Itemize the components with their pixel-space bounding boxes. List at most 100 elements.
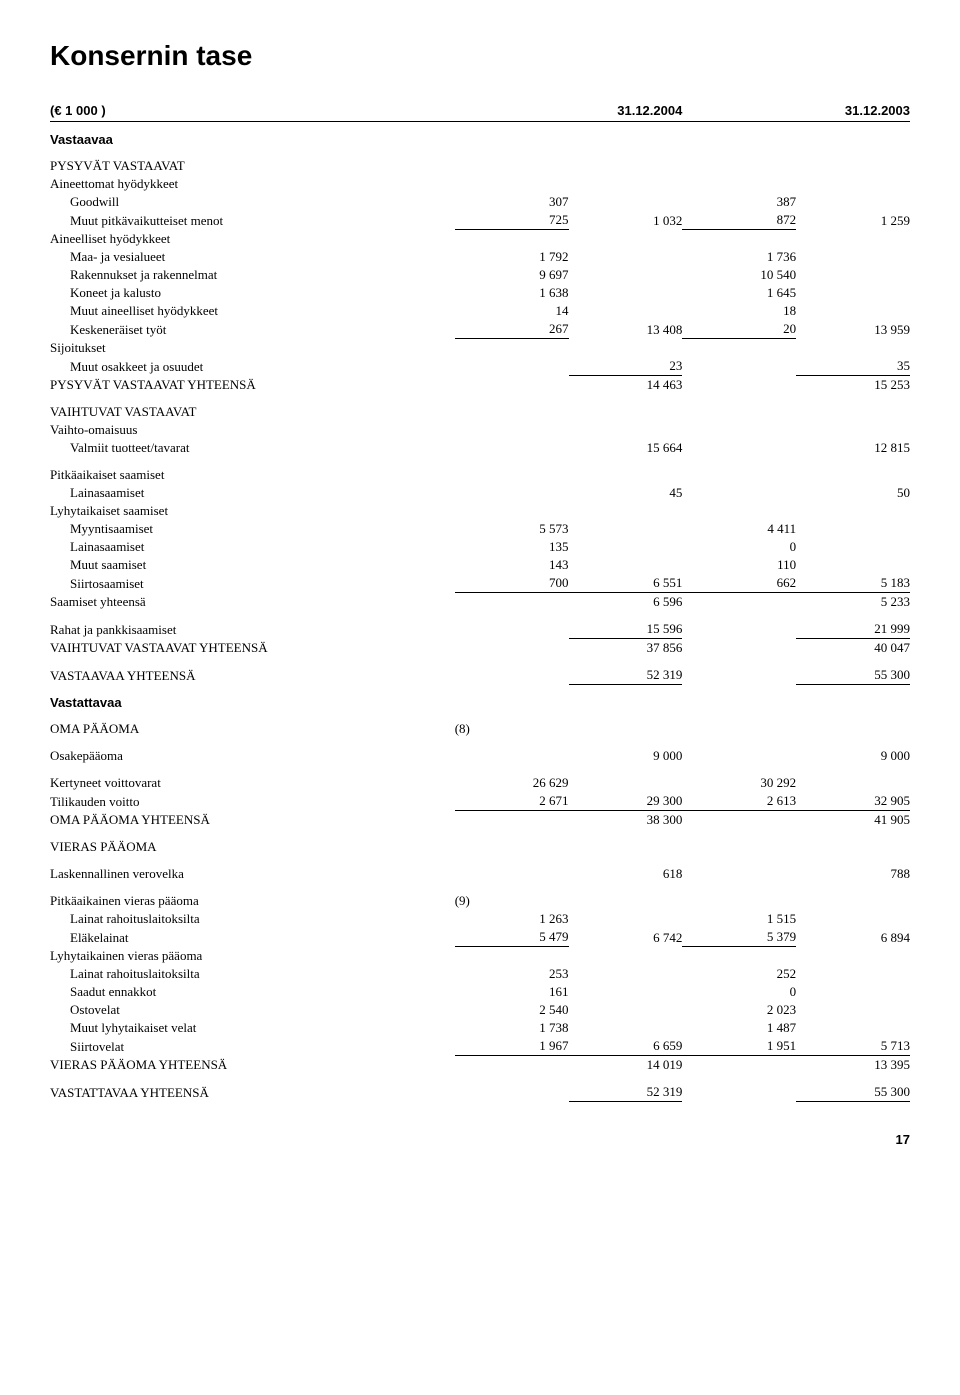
table-row: Kertyneet voittovarat 26 629 30 292	[50, 765, 910, 792]
cell: 1 263	[455, 910, 569, 928]
cell: 1 792	[455, 248, 569, 266]
table-row: Rakennukset ja rakennelmat 9 697 10 540	[50, 266, 910, 284]
group-aineelliset: Aineelliset hyödykkeet	[50, 230, 910, 249]
table-row: Lainasaamiset 135 0	[50, 538, 910, 556]
cell: 5 379	[682, 928, 796, 947]
table-row: Eläkelainat 5 479 6 742 5 379 6 894	[50, 928, 910, 947]
cell: 35	[796, 357, 910, 376]
table-row: Muut aineelliset hyödykkeet 14 18	[50, 302, 910, 320]
row-label: OMA PÄÄOMA	[50, 721, 139, 736]
row-label: Muut pitkävaikutteiset menot	[50, 211, 455, 230]
cell: 40 047	[796, 639, 910, 658]
row-label: Lainat rahoituslaitoksilta	[50, 965, 455, 983]
group-lyhytvieras: Lyhytaikainen vieras pääoma	[50, 947, 910, 966]
row-label: Valmiit tuotteet/tavarat	[50, 439, 455, 457]
cell: 6 894	[796, 928, 910, 947]
row-label: VASTATTAVAA YHTEENSÄ	[50, 1074, 455, 1102]
cell: 13 395	[796, 1056, 910, 1075]
row-label: Myyntisaamiset	[50, 520, 455, 538]
cell: 15 253	[796, 376, 910, 395]
cell: 14	[455, 302, 569, 320]
table-row: OMA PÄÄOMA (8)	[50, 711, 910, 738]
cell: 252	[682, 965, 796, 983]
table-row: Muut saamiset 143 110	[50, 556, 910, 574]
cell: 5 573	[455, 520, 569, 538]
table-row: Laskennallinen verovelka 618 788	[50, 856, 910, 883]
cell: 41 905	[796, 811, 910, 830]
table-row: Koneet ja kalusto 1 638 1 645	[50, 284, 910, 302]
cell: 2 023	[682, 1001, 796, 1019]
row-label: Muut osakkeet ja osuudet	[50, 357, 455, 376]
row-label: Pitkäaikainen vieras pääoma	[50, 893, 199, 908]
row-label: Maa- ja vesialueet	[50, 248, 455, 266]
row-label: Rakennukset ja rakennelmat	[50, 266, 455, 284]
cell: 21 999	[796, 611, 910, 639]
cell: 52 319	[569, 1074, 683, 1102]
cell: 9 697	[455, 266, 569, 284]
cell: 15 596	[569, 611, 683, 639]
cell: 700	[455, 574, 569, 593]
cell: 9 000	[796, 738, 910, 765]
cell: 1 487	[682, 1019, 796, 1037]
table-row: Siirtovelat 1 967 6 659 1 951 5 713	[50, 1037, 910, 1056]
cell: 1 951	[682, 1037, 796, 1056]
table-row: Saadut ennakkot 161 0	[50, 983, 910, 1001]
cell: 14 019	[569, 1056, 683, 1075]
group-pysyvat: PYSYVÄT VASTAAVAT	[50, 148, 910, 175]
cell: 32 905	[796, 792, 910, 811]
cell: 267	[455, 320, 569, 339]
table-row: Tilikauden voitto 2 671 29 300 2 613 32 …	[50, 792, 910, 811]
row-label: Tilikauden voitto	[50, 792, 455, 811]
cell: 725	[455, 211, 569, 230]
cell: 23	[569, 357, 683, 376]
cell: 30 292	[682, 765, 796, 792]
group-vaihtuvat: VAIHTUVAT VASTAAVAT	[50, 394, 910, 421]
cell: 1 259	[796, 211, 910, 230]
group-lyhytsaam: Lyhytaikaiset saamiset	[50, 502, 910, 520]
table-row: Valmiit tuotteet/tavarat 15 664 12 815	[50, 439, 910, 457]
cell: 788	[796, 856, 910, 883]
group-aineettomat: Aineettomat hyödykkeet	[50, 175, 910, 193]
cell: 135	[455, 538, 569, 556]
cell: 26 629	[455, 765, 569, 792]
cell: 618	[569, 856, 683, 883]
table-row: Lainat rahoituslaitoksilta 1 263 1 515	[50, 910, 910, 928]
row-label: Goodwill	[50, 193, 455, 211]
cell: 1 738	[455, 1019, 569, 1037]
section-vastaavaa: Vastaavaa	[50, 122, 910, 149]
cell: 12 815	[796, 439, 910, 457]
cell: 143	[455, 556, 569, 574]
balance-sheet-table: (€ 1 000 ) 31.12.2004 31.12.2003 Vastaav…	[50, 102, 910, 1102]
row-label: Saadut ennakkot	[50, 983, 455, 1001]
row-label: Lainat rahoituslaitoksilta	[50, 910, 455, 928]
row-label: PYSYVÄT VASTAAVAT YHTEENSÄ	[50, 376, 455, 395]
cell: 18	[682, 302, 796, 320]
table-row: PYSYVÄT VASTAAVAT YHTEENSÄ 14 463 15 253	[50, 376, 910, 395]
cell: 9 000	[569, 738, 683, 765]
table-row: Maa- ja vesialueet 1 792 1 736	[50, 248, 910, 266]
cell: 20	[682, 320, 796, 339]
row-label: Laskennallinen verovelka	[50, 856, 455, 883]
table-row: Siirtosaamiset 700 6 551 662 5 183	[50, 574, 910, 593]
cell: 872	[682, 211, 796, 230]
header-col-2004: 31.12.2004	[569, 102, 683, 122]
cell: 2 671	[455, 792, 569, 811]
cell: 55 300	[796, 1074, 910, 1102]
cell: 5 183	[796, 574, 910, 593]
row-label: Osakepääoma	[50, 738, 455, 765]
cell: 110	[682, 556, 796, 574]
row-label: Koneet ja kalusto	[50, 284, 455, 302]
cell: 6 742	[569, 928, 683, 947]
table-row: Myyntisaamiset 5 573 4 411	[50, 520, 910, 538]
cell: 50	[796, 484, 910, 502]
table-row: Ostovelat 2 540 2 023	[50, 1001, 910, 1019]
cell: 387	[682, 193, 796, 211]
row-label: Muut aineelliset hyödykkeet	[50, 302, 455, 320]
cell: 2 540	[455, 1001, 569, 1019]
cell: 0	[682, 538, 796, 556]
table-row: Rahat ja pankkisaamiset 15 596 21 999	[50, 611, 910, 639]
row-label: VAIHTUVAT VASTAAVAT YHTEENSÄ	[50, 639, 455, 658]
header-unit: (€ 1 000 )	[50, 102, 455, 122]
group-pitkavieras: Pitkäaikainen vieras pääoma	[50, 883, 455, 910]
group-vieraspaa: VIERAS PÄÄOMA	[50, 829, 910, 856]
